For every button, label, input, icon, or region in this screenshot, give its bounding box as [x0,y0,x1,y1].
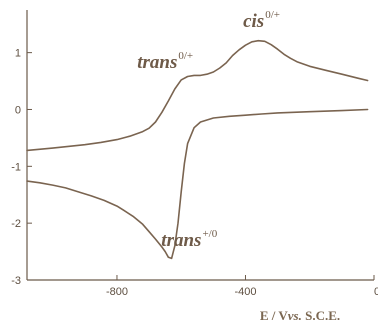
cv-curve-reverse [26,108,369,260]
annotation-label: cis [243,11,264,32]
y-tick-label: -3 [11,275,21,287]
y-tick-label: 0 [15,104,21,116]
annotation-1: trans0/+ [137,50,193,73]
annotation-label: trans [161,230,201,251]
annotation-superscript: 0/+ [178,50,193,62]
annotation-superscript: 0/+ [265,9,280,21]
axes [26,10,374,281]
x-axis-label-italic: vs. [288,308,302,323]
annotation-superscript: +/0 [202,228,217,240]
annotation-label: trans [137,52,177,73]
x-axis-label-post: S.C.E. [302,308,340,323]
annotation-2: trans+/0 [161,228,217,251]
annotation-0: cis0/+ [243,9,280,32]
annotations: cis0/+trans0/+trans+/0 [137,9,280,251]
cv-curve-forward [26,39,369,152]
y-tick-label: 1 [15,48,21,60]
y-tick-label: -1 [11,161,21,173]
curves [26,39,369,260]
y-tick-label: -2 [11,218,21,230]
x-tick-label: -800 [106,286,128,298]
x-axis-label: E / Vvs. S.C.E. [260,308,340,323]
x-tick-label: -400 [234,286,256,298]
ticks: -3 -2 -1 0 1 -800 -400 0 [11,48,378,298]
x-tick-label: 0 [374,286,378,298]
x-axis-label-pre: E / V [260,308,289,323]
